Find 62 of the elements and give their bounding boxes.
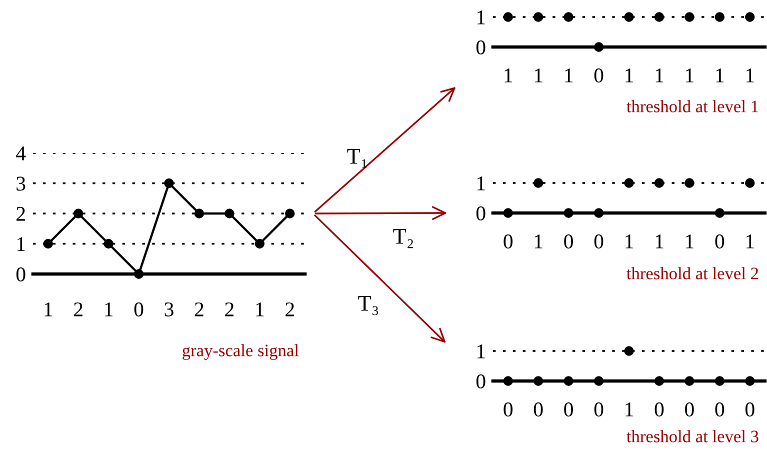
text: gray-scale signal xyxy=(182,344,299,360)
x-tick-label: 2 xyxy=(194,302,204,316)
x-tick-label: 0 xyxy=(715,402,724,416)
text: T₂ xyxy=(393,229,413,248)
point xyxy=(104,238,114,249)
x-tick-label: 1 xyxy=(716,68,724,82)
x-tick-label: 1 xyxy=(565,68,573,82)
x-tick-label: 0 xyxy=(504,402,513,416)
x-tick-label: 0 xyxy=(594,234,604,248)
x-tick-label: 1 xyxy=(105,302,113,316)
x-tick-label: 0 xyxy=(594,402,604,416)
x-tick-label: 1 xyxy=(656,68,664,82)
x-tick-label: 0 xyxy=(715,234,724,248)
x-tick-label: 0 xyxy=(594,68,604,82)
text: T₁ xyxy=(347,149,367,168)
text: threshold at level 3 xyxy=(626,430,758,442)
x-tick-label: 1 xyxy=(746,68,754,82)
x-tick-label: 0 xyxy=(504,234,513,248)
y-tick-label: 3 xyxy=(16,176,26,191)
x-tick-label: 1 xyxy=(626,234,633,248)
x-tick-label: 1 xyxy=(626,68,633,82)
x-tick-label: 1 xyxy=(504,68,512,82)
y-tick-label: 0 xyxy=(16,267,26,282)
x-tick-label: 3 xyxy=(164,302,174,316)
text: threshold at level 1 xyxy=(626,100,758,112)
point xyxy=(194,208,204,218)
x-tick-label: 0 xyxy=(685,402,694,416)
x-tick-label: 0 xyxy=(134,302,144,316)
y-tick-label: 0 xyxy=(476,206,486,220)
y-tick-label: 2 xyxy=(16,206,25,221)
point xyxy=(134,269,144,279)
y-tick-label: 1 xyxy=(477,344,485,358)
point xyxy=(285,208,295,218)
x-tick-label: 1 xyxy=(534,68,542,82)
x-tick-label: 1 xyxy=(746,234,754,248)
x-tick-label: 1 xyxy=(656,234,664,248)
x-tick-label: 1 xyxy=(626,402,633,416)
point xyxy=(164,178,174,188)
text: T₃ xyxy=(358,296,378,316)
x-tick-label: 2 xyxy=(286,302,294,316)
y-tick-label: 0 xyxy=(476,40,486,54)
point xyxy=(43,238,53,249)
x-tick-label: 0 xyxy=(564,234,573,248)
x-tick-label: 1 xyxy=(534,234,542,248)
text: threshold at level 2 xyxy=(626,267,758,280)
x-tick-label: 0 xyxy=(564,402,573,416)
x-tick-label: 2 xyxy=(74,302,82,316)
x-tick-label: 1 xyxy=(44,302,52,316)
x-tick-label: 2 xyxy=(225,302,234,316)
y-tick-label: 1 xyxy=(477,10,485,24)
point xyxy=(254,238,265,249)
y-tick-label: 0 xyxy=(476,374,486,388)
point xyxy=(224,208,234,218)
x-tick-label: 0 xyxy=(745,402,754,416)
x-tick-label: 1 xyxy=(256,302,264,316)
x-tick-label: 1 xyxy=(686,68,694,82)
x-tick-label: 1 xyxy=(686,234,694,248)
point xyxy=(73,208,84,218)
x-tick-label: 0 xyxy=(654,402,664,416)
y-tick-label: 4 xyxy=(16,146,26,160)
x-tick-label: 0 xyxy=(534,402,543,416)
y-tick-label: 1 xyxy=(477,176,485,190)
